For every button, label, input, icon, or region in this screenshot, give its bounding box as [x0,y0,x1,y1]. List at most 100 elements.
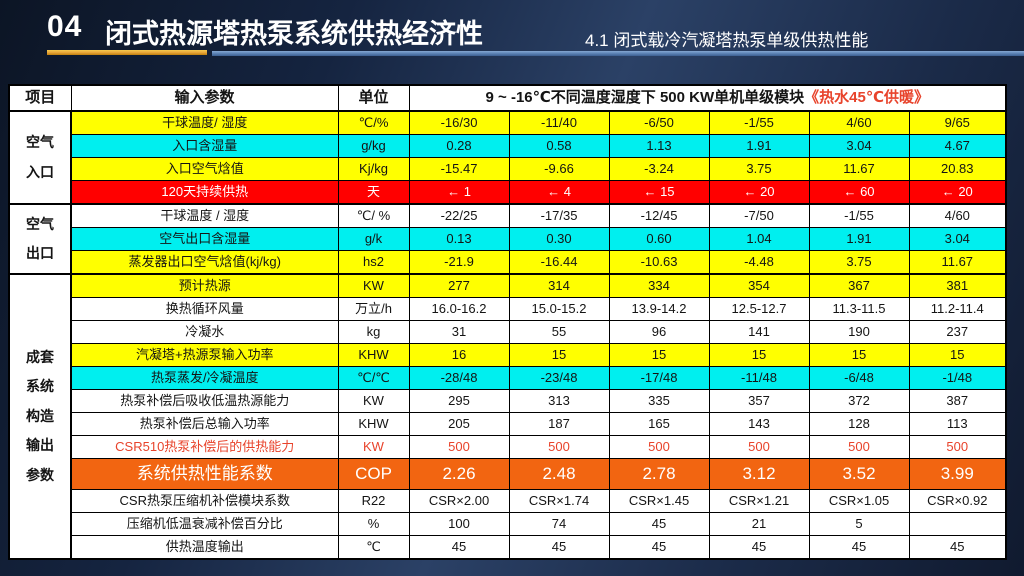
cell-value: 12.5-12.7 [708,297,810,321]
row-unit: g/k [337,227,410,251]
table-row: 汽凝塔+热源泵输入功率 KHW 16 15 15 15 15 15 [9,343,1007,367]
row-label: 入口空气焓值 [70,157,339,181]
cell-value: 3.12 [708,458,810,490]
row-label: 干球温度/ 湿度 [70,110,339,135]
table-row: 入口空气焓值 Kj/kg -15.47 -9.66 -3.24 3.75 11.67 20.8… [9,157,1007,181]
row-label: 120天持续供热 [70,180,339,205]
table-row: 压缩机低温衰减补偿百分比% 100 74 45 21 5 [9,512,1007,536]
row-label: 热泵补偿后总输入功率 [70,412,339,436]
cell-value: 0.60 [608,227,710,251]
cell-value: -7/50 [708,203,810,228]
cell-value: -23/48 [508,366,610,390]
cell-value: 11.67 [808,157,910,181]
row-unit: KW [337,389,410,413]
row-label: 预计热源 [70,273,339,298]
page-title: 闭式热源塔热泵系统供热经济性 [105,19,483,49]
table-row: 热泵蒸发/冷凝温度 ℃/℃ -28/48 -23/48 -17/48 -11/48 -6/4… [9,366,1007,390]
row-unit: KHW [337,343,410,367]
row-unit: ℃ [337,535,410,560]
cell-value: 15.0-15.2 [508,297,610,321]
cell-value: 187 [508,412,610,436]
row-unit: R22 [337,489,410,513]
table-row: 空气 入口 干球温度/ 湿度 ℃/% -16/30 -11/40 -6/50 -1/55 4/… [8,110,1007,205]
row-label: 压缩机低温衰减补偿百分比 [70,512,339,536]
row-unit: ℃/℃ [337,366,410,390]
table-row: 热泵补偿后总输入功率 KHW 205 187 165 143 128 113 [9,412,1007,436]
cell-value: 9/65 [908,110,1007,135]
cell-value: CSR×1.45 [608,489,710,513]
row-unit: % [337,512,410,536]
table-row: 系统供热性能系数 COP 2.26 2.48 2.78 3.12 3.52 3.99 [9,458,1007,490]
row-label: 热泵补偿后吸收低温热源能力 [70,389,339,413]
row-unit: Kj/kg [337,157,410,181]
cell-value: 5 [808,512,910,536]
cell-value: -4.48 [708,250,810,275]
title-underline-gold [47,50,207,55]
cell-value: ← 20 [908,180,1007,205]
cell-value: 55 [508,320,610,344]
cell-value: 100 [408,512,510,536]
row-label: 换热循环风量 [70,297,339,321]
table-row: 换热循环风量 万立/h 16.0-16.2 15.0-15.2 13.9-14.2 12.… [9,297,1007,321]
cell-value: 2.26 [408,458,510,490]
cell-value: 500 [608,435,710,459]
row-unit: ℃/% [337,110,410,135]
cell-value: -21.9 [408,250,510,275]
cell-value: ← 1 [408,180,510,205]
table-row: CSR510热泵补偿后的供热能力 KW 500 500 500 500 500 500 [9,435,1007,459]
cell-value: -1/55 [808,203,910,228]
table-row: 空气 出口 干球温度 / 湿度 ℃/ % -22/25 -17/35 -12/45 -7/5… [8,203,1007,275]
cell-value: ← 15 [608,180,710,205]
cell-value: -12/45 [608,203,710,228]
row-unit: KHW [337,412,410,436]
cell-value: 15 [508,343,610,367]
cell-value: 45 [608,512,710,536]
span-condition: 9 ~ -16℃不同温度湿度下 500 KW单机单级模块 [485,88,805,106]
cell-value: CSR×2.00 [408,489,510,513]
cell-value: 237 [908,320,1007,344]
cell-value: -9.66 [508,157,610,181]
cell-value: 45 [408,535,510,560]
row-unit: ℃/ % [337,203,410,228]
row-unit: g/kg [337,134,410,158]
cell-value: 45 [508,535,610,560]
cell-value: ← 4 [508,180,610,205]
cell-value: 3.04 [908,227,1007,251]
cell-value: 15 [908,343,1007,367]
row-label: CSR热泵压缩机补偿模块系数 [70,489,339,513]
cell-value: 45 [908,535,1007,560]
cell-value: 0.30 [508,227,610,251]
row-unit: 天 [337,180,410,205]
row-label: 空气出口含湿量 [70,227,339,251]
row-group-label: 空气 出口 [8,203,72,275]
cell-value: ← 60 [808,180,910,205]
row-label: 入口含湿量 [70,134,339,158]
table-row: 冷凝水 kg 31 55 96 141 190 237 [9,320,1007,344]
row-label: 供热温度输出 [70,535,339,560]
cell-value: 4/60 [908,203,1007,228]
cell-value: ← 20 [708,180,810,205]
cell-value: 1.91 [808,227,910,251]
cell-value: 372 [808,389,910,413]
cell-value: -17/48 [608,366,710,390]
cell-value: -22/25 [408,203,510,228]
cell-value: 354 [708,273,810,298]
table-header-unit: 单位 [337,84,410,112]
table-row: 120天持续供热天 ← 1 ← 4 ← 15 ← 20 ← 60 ← 20 [9,180,1007,205]
cell-value: -1/55 [708,110,810,135]
cell-value: 205 [408,412,510,436]
cell-value: -17/35 [508,203,610,228]
row-group-label: 成套 系统 构造 输出 参数 [8,273,72,560]
slide-number: 04 [47,10,83,43]
table-row: CSR热泵压缩机补偿模块系数 R22 CSR×2.00 CSR×1.74 CSR×1.4… [9,489,1007,513]
cell-value: 277 [408,273,510,298]
row-label: 汽凝塔+热源泵输入功率 [70,343,339,367]
cell-value: -15.47 [408,157,510,181]
cell-value: 128 [808,412,910,436]
cell-value: -10.63 [608,250,710,275]
cell-value: 1.04 [708,227,810,251]
cell-value: 141 [708,320,810,344]
cell-value: 15 [608,343,710,367]
cell-value: 143 [708,412,810,436]
cell-value: 313 [508,389,610,413]
